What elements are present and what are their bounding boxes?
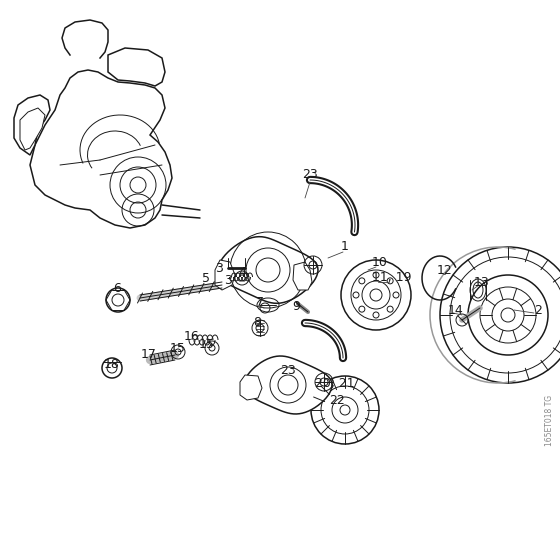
Text: 23: 23	[302, 169, 318, 181]
Text: 9: 9	[292, 300, 300, 312]
Text: 3: 3	[224, 274, 232, 287]
Text: 13: 13	[474, 276, 490, 288]
Text: 2: 2	[534, 304, 542, 316]
Text: 18: 18	[104, 357, 120, 371]
Text: 10: 10	[372, 256, 388, 269]
Text: 20, 21: 20, 21	[315, 376, 355, 390]
Polygon shape	[240, 375, 262, 400]
Polygon shape	[244, 356, 332, 414]
Text: 1: 1	[341, 240, 349, 254]
Text: 17: 17	[141, 348, 157, 362]
Text: 4: 4	[238, 265, 246, 278]
Text: 14: 14	[448, 305, 464, 318]
Text: 8: 8	[253, 316, 261, 329]
Polygon shape	[108, 48, 165, 86]
Text: 16: 16	[184, 330, 200, 343]
Polygon shape	[293, 262, 312, 290]
Text: 22: 22	[329, 394, 345, 407]
Text: 11, 19: 11, 19	[372, 272, 412, 284]
Polygon shape	[215, 260, 235, 290]
Text: 7: 7	[256, 296, 264, 309]
Polygon shape	[14, 95, 50, 155]
Text: 15: 15	[199, 338, 215, 352]
Text: 165ET018 TG: 165ET018 TG	[545, 394, 554, 446]
Text: 5: 5	[202, 272, 210, 284]
Polygon shape	[20, 108, 45, 150]
Polygon shape	[218, 237, 318, 304]
Text: 3: 3	[215, 262, 223, 274]
Text: 12: 12	[437, 264, 453, 277]
Text: 23: 23	[280, 363, 296, 376]
Text: 15: 15	[170, 342, 186, 354]
Text: 6: 6	[113, 282, 121, 296]
Polygon shape	[30, 70, 172, 228]
